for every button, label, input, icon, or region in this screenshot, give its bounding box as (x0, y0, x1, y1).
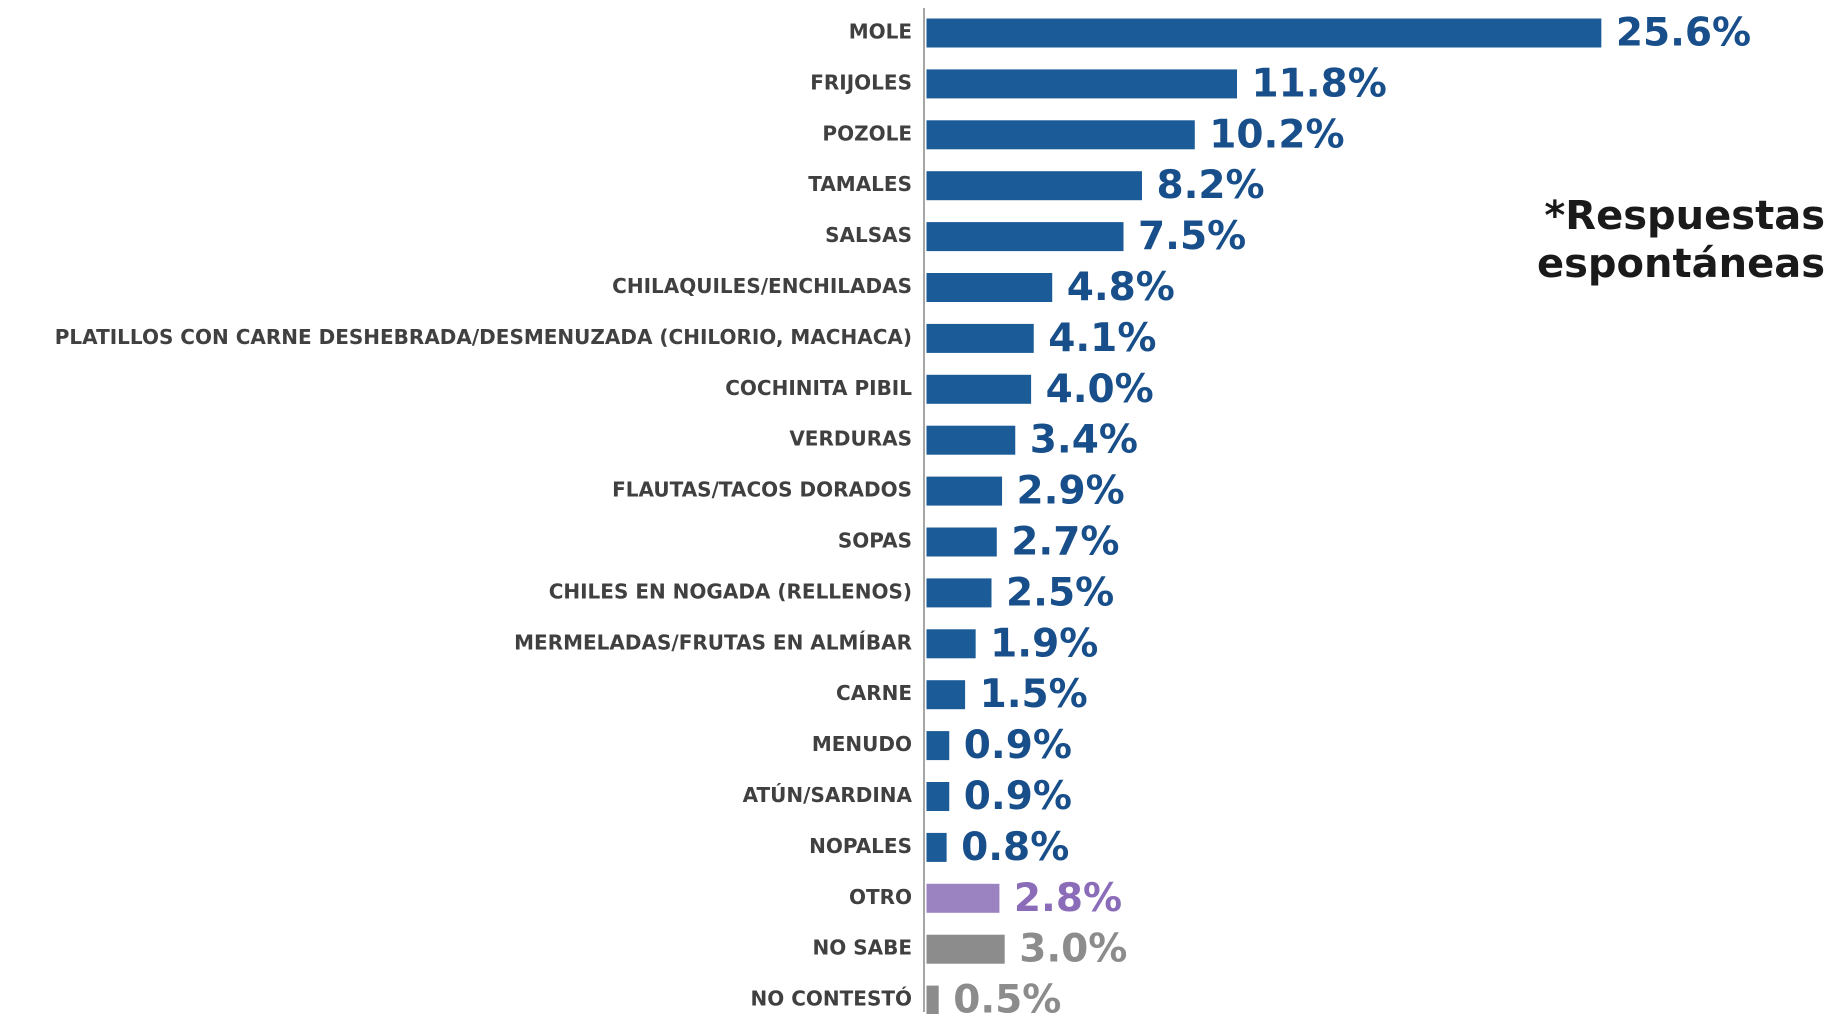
annotation: *Respuestas espontáneas (1536, 193, 1825, 287)
value-label: 8.2% (1156, 163, 1264, 208)
value-label: 2.8% (1014, 876, 1122, 921)
value-label: 2.9% (1017, 469, 1125, 514)
bar (925, 424, 1017, 456)
x-tick-label: COCHINITA PIBIL (725, 376, 912, 400)
x-tick-label: MOLE (849, 20, 912, 44)
x-tick-label: OTRO (849, 885, 912, 909)
x-tick-label: PLATILLOS CON CARNE DESHEBRADA/DESMENUZA… (55, 325, 912, 349)
x-tick-label: TAMALES (808, 172, 912, 196)
value-label: 2.7% (1011, 520, 1119, 565)
bar (925, 475, 1004, 507)
bar (925, 68, 1239, 100)
bar (925, 831, 948, 863)
value-label: 4.1% (1048, 316, 1156, 361)
bar (925, 526, 998, 558)
bar (925, 373, 1033, 405)
x-tick-label: CHILES EN NOGADA (RELLENOS) (549, 579, 912, 603)
bar (925, 882, 1001, 914)
x-tick-label: POZOLE (822, 121, 912, 145)
value-label: 4.8% (1067, 265, 1175, 310)
x-tick-label: CHILAQUILES/ENCHILADAS (612, 274, 912, 298)
x-tick-label: NO SABE (813, 936, 913, 960)
x-tick-label: SALSAS (825, 223, 912, 247)
value-label: 0.9% (964, 723, 1072, 768)
x-tick-label: MENUDO (812, 732, 912, 756)
value-label: 3.4% (1030, 418, 1138, 463)
x-tick-label: SOPAS (838, 529, 912, 553)
value-label: 0.5% (953, 978, 1061, 1014)
bar (925, 119, 1196, 151)
value-label: 3.0% (1019, 927, 1127, 972)
bar (925, 933, 1006, 965)
value-label: 4.0% (1046, 367, 1154, 412)
value-label: 0.9% (964, 774, 1072, 819)
x-tick-label: CARNE (836, 681, 912, 705)
bar (925, 17, 1603, 49)
x-tick-label: FLAUTAS/TACOS DORADOS (612, 478, 912, 502)
value-label: 7.5% (1138, 214, 1246, 259)
value-label: 1.5% (980, 672, 1088, 717)
value-label: 25.6% (1616, 11, 1751, 56)
x-tick-label: VERDURAS (789, 427, 912, 451)
bar (925, 322, 1035, 354)
x-tick-label: NO CONTESTÓ (751, 987, 912, 1011)
x-tick-label: ATÚN/SARDINA (743, 783, 913, 807)
x-tick-label: NOPALES (809, 834, 912, 858)
bar (925, 577, 993, 609)
bar (925, 730, 951, 762)
value-label: 1.9% (990, 621, 1098, 666)
bar (925, 272, 1054, 303)
bar (925, 781, 951, 812)
bar (925, 221, 1125, 253)
bar (925, 628, 977, 660)
bar (925, 984, 940, 1014)
value-label: 2.5% (1006, 570, 1114, 615)
value-label: 0.8% (961, 825, 1069, 870)
x-tick-label: FRIJOLES (810, 70, 912, 94)
value-label: 11.8% (1252, 61, 1387, 106)
bar (925, 170, 1143, 202)
value-label: 10.2% (1209, 112, 1344, 157)
bar (925, 679, 967, 711)
x-tick-label: MERMELADAS/FRUTAS EN ALMÍBAR (514, 630, 912, 654)
